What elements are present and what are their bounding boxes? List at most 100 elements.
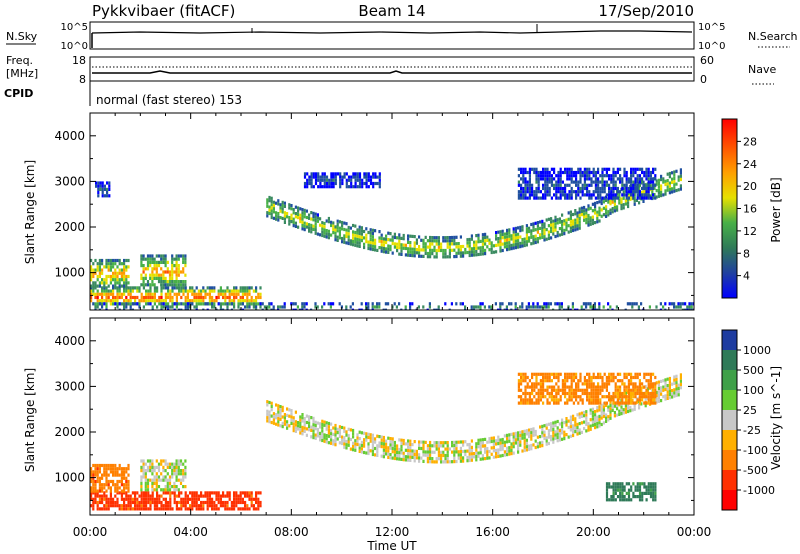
- heatmap-cell: [358, 178, 362, 182]
- heatmap-cell: [673, 394, 676, 398]
- heatmap-cell: [520, 375, 523, 380]
- heatmap-cell: [233, 491, 236, 495]
- heatmap-cell: [616, 398, 619, 402]
- heatmap-cell: [666, 384, 669, 388]
- heatmap-cell: [524, 385, 527, 389]
- heatmap-cell: [400, 438, 403, 442]
- heatmap-cell: [657, 185, 660, 189]
- heatmap-cell: [409, 241, 412, 245]
- heatmap-cell: [168, 273, 172, 277]
- heatmap-cell: [415, 456, 418, 460]
- heatmap-cell: [180, 286, 183, 290]
- heatmap-cell: [155, 264, 158, 268]
- heatmap-cell: [367, 448, 370, 452]
- heatmap-cell: [101, 494, 104, 498]
- heatmap-cell: [136, 504, 139, 508]
- heatmap-cell: [125, 295, 128, 300]
- heatmap-cell: [542, 401, 545, 405]
- heatmap-cell: [612, 193, 615, 197]
- heatmap-cell: [140, 292, 143, 296]
- heatmap-cell: [638, 379, 641, 383]
- heatmap-cell: [514, 246, 517, 250]
- heatmap-cell: [525, 227, 528, 231]
- heatmap-cell: [195, 504, 198, 508]
- heatmap-cell: [149, 273, 152, 277]
- heatmap-cell: [627, 201, 630, 205]
- freq-label-1: Freq.: [6, 54, 33, 67]
- heatmap-cell: [125, 289, 128, 293]
- heatmap-cell: [385, 442, 388, 446]
- heatmap-cell: [371, 228, 374, 232]
- heatmap-cell: [435, 255, 438, 259]
- heatmap-cell: [92, 284, 95, 288]
- heatmap-cell: [593, 305, 596, 309]
- heatmap-cell: [429, 453, 432, 457]
- heatmap-cell: [572, 225, 575, 229]
- heatmap-cell: [306, 185, 309, 189]
- heatmap-cell: [112, 284, 115, 288]
- heatmap-cell: [638, 488, 642, 492]
- heatmap-cell: [252, 497, 255, 501]
- heatmap-cell: [123, 262, 126, 266]
- heatmap-cell: [550, 223, 553, 227]
- heatmap-cell: [512, 435, 515, 439]
- heatmap-cell: [525, 243, 528, 247]
- heatmap-cell: [609, 403, 612, 408]
- heatmap-cell: [114, 281, 117, 285]
- heatmap-cell: [396, 444, 399, 448]
- heatmap-cell: [594, 177, 597, 181]
- heatmap-cell: [393, 235, 396, 240]
- heatmap-cell: [561, 213, 564, 217]
- heatmap-cell: [167, 292, 170, 296]
- ytick-label: 3000: [54, 174, 85, 188]
- heatmap-cell: [248, 491, 251, 495]
- heatmap-cell: [90, 494, 93, 498]
- heatmap-cell: [123, 473, 126, 477]
- heatmap-cell: [361, 185, 364, 189]
- heatmap-cell: [618, 396, 621, 400]
- heatmap-cell: [171, 257, 174, 261]
- time-axis-label: Time UT: [366, 539, 417, 553]
- heatmap-cell: [499, 243, 502, 247]
- heatmap-cell: [101, 281, 104, 285]
- heatmap-cell: [616, 208, 619, 212]
- heatmap-cell: [602, 421, 605, 425]
- heatmap-cell: [103, 289, 106, 293]
- heatmap-cell: [652, 167, 655, 171]
- heatmap-cell: [92, 262, 95, 266]
- heatmap-cell: [169, 497, 172, 501]
- heatmap-cell: [435, 242, 438, 246]
- heatmap-cell: [108, 194, 111, 198]
- heatmap-cell: [156, 494, 159, 498]
- heatmap-cell: [158, 302, 161, 306]
- heatmap-cell: [524, 391, 527, 396]
- heatmap-cell: [594, 385, 597, 389]
- heatmap-cell: [248, 289, 251, 293]
- heatmap-cell: [462, 254, 465, 258]
- heatmap-cell: [558, 428, 561, 432]
- heatmap-cell: [204, 494, 207, 498]
- heatmap-cell: [659, 308, 662, 310]
- heatmap-cell: [248, 497, 251, 501]
- heatmap-cell: [473, 250, 476, 254]
- heatmap-cell: [351, 302, 354, 306]
- heatmap-cell: [387, 231, 390, 235]
- heatmap-cell: [330, 428, 333, 433]
- heatmap-cell: [391, 456, 394, 460]
- heatmap-cell: [517, 242, 520, 246]
- heatmap-cell: [297, 216, 300, 220]
- heatmap-cell: [634, 167, 637, 171]
- heatmap-cell: [404, 305, 407, 309]
- heatmap-cell: [623, 167, 626, 171]
- heatmap-cell: [334, 225, 337, 229]
- heatmap-cell: [162, 488, 165, 492]
- heatmap-cell: [640, 302, 643, 306]
- heatmap-cell: [252, 305, 255, 309]
- heatmap-cell: [523, 432, 526, 437]
- heatmap-cell: [367, 185, 370, 189]
- heatmap-cell: [547, 236, 550, 241]
- heatmap-cell: [270, 206, 273, 210]
- heatmap-cell: [290, 415, 293, 419]
- heatmap-cell: [400, 441, 403, 445]
- heatmap-cell: [134, 494, 137, 498]
